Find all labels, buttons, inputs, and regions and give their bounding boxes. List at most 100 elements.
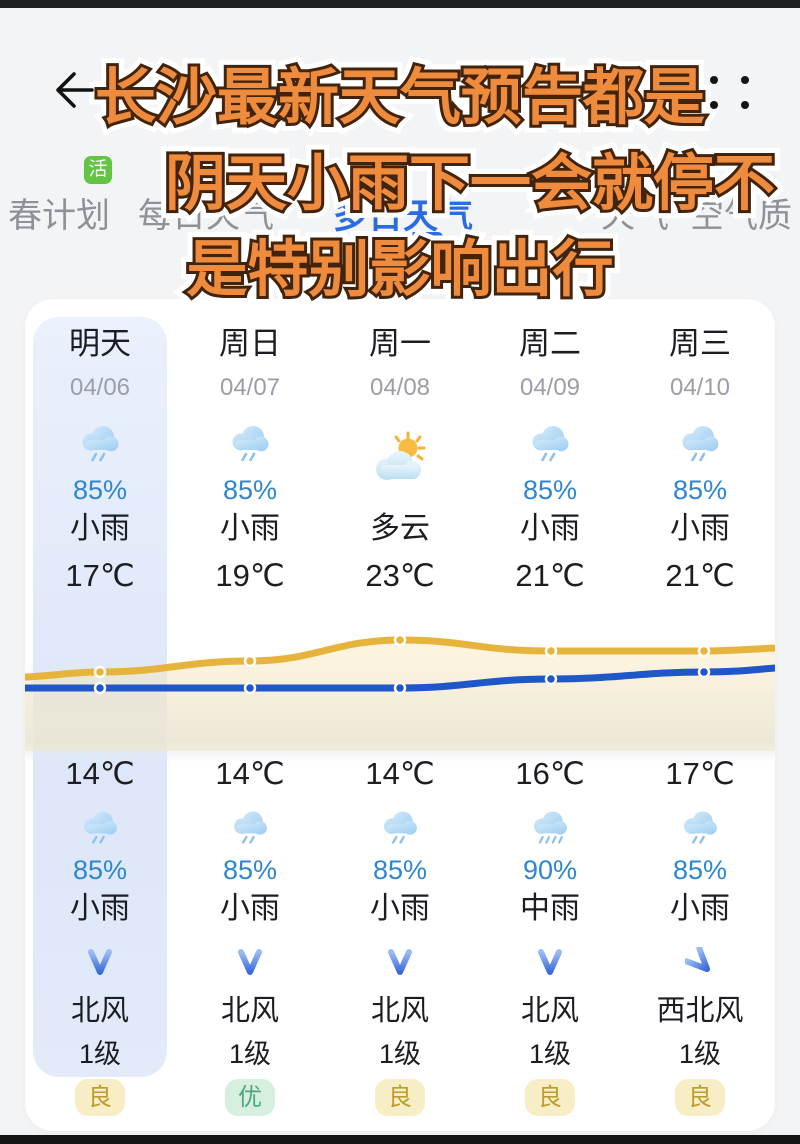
low-temp: 14℃ (365, 756, 435, 791)
light-rain-icon (229, 799, 271, 855)
north-wind-arrow-icon (385, 933, 415, 991)
wind-direction: 北风 (220, 995, 279, 1027)
precip-probability: 85% (222, 475, 278, 505)
north-wind-arrow-icon (535, 933, 565, 991)
wind-direction: 北风 (520, 995, 579, 1027)
low-temp: 14℃ (65, 756, 135, 791)
title-line-1: 长沙最新天气预告都是 长沙最新天气预告都是 长沙最新天气预告都是 (87, 55, 713, 139)
light-rain-icon (227, 411, 273, 475)
north-wind-arrow-icon (85, 933, 115, 991)
wind-level: 1级 (78, 1039, 122, 1069)
forecast-card: 明天 04/06 85% 小雨 17℃ 14℃ 85% 小雨 北风 1级 良 周… (21, 299, 779, 1131)
low-temp: 14℃ (215, 756, 285, 791)
menu-dot (709, 100, 718, 109)
north-wind-arrow-icon (235, 933, 265, 991)
night-condition: 小雨 (670, 892, 730, 925)
temperature-chart (21, 601, 779, 751)
aqi-badge: 良 (675, 1079, 725, 1116)
aqi-badge: 良 (525, 1079, 575, 1116)
day-name: 周一 (369, 326, 431, 361)
day-condition: 多云 (370, 512, 430, 545)
low-temp: 16℃ (515, 756, 585, 791)
tab-bar: 春计划 活 每日天气 多日天气 天气 空气质 (0, 156, 800, 252)
active-tab-indicator (355, 232, 443, 242)
day-date: 04/08 (369, 374, 431, 401)
northwest-wind-arrow-icon (685, 933, 715, 991)
day-name: 周二 (519, 326, 581, 361)
day-column-wednesday[interactable]: 周三 04/10 85% 小雨 21℃ 17℃ 85% 小雨 西北风 1级 良 (625, 299, 775, 1131)
day-date: 04/09 (519, 374, 581, 401)
status-bar-top (0, 0, 800, 8)
moderate-rain-icon (529, 799, 571, 855)
tab-air-quality[interactable]: 空气质 (690, 188, 792, 237)
high-temp-area (25, 640, 775, 751)
precip-probability-night: 85% (72, 855, 128, 885)
day-date: 04/10 (669, 374, 731, 401)
light-rain-icon (379, 799, 421, 855)
live-badge: 活 (84, 156, 112, 184)
menu-dot (709, 75, 718, 84)
day-date: 04/06 (69, 374, 131, 401)
precip-probability-night: 85% (372, 855, 428, 885)
low-temp-points (93, 665, 711, 695)
day-condition: 小雨 (220, 512, 280, 545)
tab-daily-weather[interactable]: 每日天气 (138, 188, 274, 237)
day-column-tuesday[interactable]: 周二 04/09 85% 小雨 21℃ 16℃ 90% 中雨 北风 1级 良 (475, 299, 625, 1131)
aqi-badge: 优 (225, 1079, 275, 1116)
precip-probability-night: 90% (522, 855, 578, 885)
light-rain-icon (77, 411, 123, 475)
low-temp-line (21, 664, 779, 692)
menu-dot (740, 100, 749, 109)
night-condition: 中雨 (520, 892, 580, 925)
precip-probability: 85% (72, 475, 128, 505)
tab-label: 春计划 (8, 197, 110, 235)
tab-label: 多日天气 (333, 197, 474, 236)
wind-level: 1级 (528, 1039, 572, 1069)
day-name: 明天 (69, 326, 131, 361)
day-condition: 小雨 (520, 512, 580, 545)
back-arrow-icon[interactable] (50, 64, 96, 116)
day-condition: 小雨 (670, 512, 730, 545)
precip-probability: 85% (672, 475, 728, 505)
night-condition: 小雨 (370, 892, 430, 925)
day-date: 04/07 (219, 374, 281, 401)
wind-direction: 北风 (370, 995, 429, 1027)
precip-probability: 85% (522, 475, 578, 505)
light-rain-icon (527, 411, 573, 475)
menu-dot (740, 75, 749, 84)
tab-hidden-weather[interactable]: 天气 (601, 188, 669, 237)
day-column-monday[interactable]: 周一 04/08 多云 23℃ 14℃ 85% 小雨 (325, 299, 475, 1131)
chart-background (25, 601, 775, 761)
more-menu-icon[interactable] (706, 72, 752, 112)
light-rain-icon (679, 799, 721, 855)
status-bar-bottom (0, 1135, 800, 1144)
low-temp: 17℃ (665, 756, 735, 791)
wind-direction: 西北风 (656, 995, 744, 1027)
tab-spring-plan[interactable]: 春计划 活 (8, 156, 112, 237)
wind-level: 1级 (228, 1039, 272, 1069)
high-temp: 23℃ (365, 558, 435, 593)
day-name: 周三 (669, 326, 731, 361)
wind-level: 1级 (678, 1039, 722, 1069)
precip-probability-night: 85% (672, 855, 728, 885)
day-condition: 小雨 (70, 512, 130, 545)
tab-label: 空气质 (690, 197, 792, 235)
aqi-badge: 良 (75, 1079, 125, 1116)
day-column-tomorrow[interactable]: 明天 04/06 85% 小雨 17℃ 14℃ 85% 小雨 北风 1级 良 (25, 299, 175, 1131)
wind-level: 1级 (378, 1039, 422, 1069)
partly-cloudy-icon (371, 411, 429, 480)
forecast-columns: 明天 04/06 85% 小雨 17℃ 14℃ 85% 小雨 北风 1级 良 周… (25, 299, 775, 1131)
precip-probability-night: 85% (222, 855, 278, 885)
high-temp: 21℃ (515, 558, 585, 593)
aqi-badge: 良 (375, 1079, 425, 1116)
high-temp: 17℃ (65, 558, 135, 593)
light-rain-icon (79, 799, 121, 855)
high-temp: 19℃ (215, 558, 285, 593)
tab-multiday-weather[interactable]: 多日天气 (333, 188, 473, 239)
day-name: 周日 (219, 326, 281, 361)
tab-label: 每日天气 (138, 197, 274, 235)
tab-label: 天气 (601, 197, 669, 235)
night-condition: 小雨 (70, 892, 130, 925)
high-temp-points (93, 633, 711, 679)
day-column-sunday[interactable]: 周日 04/07 85% 小雨 19℃ 14℃ 85% 小雨 北风 1级 优 (175, 299, 325, 1131)
